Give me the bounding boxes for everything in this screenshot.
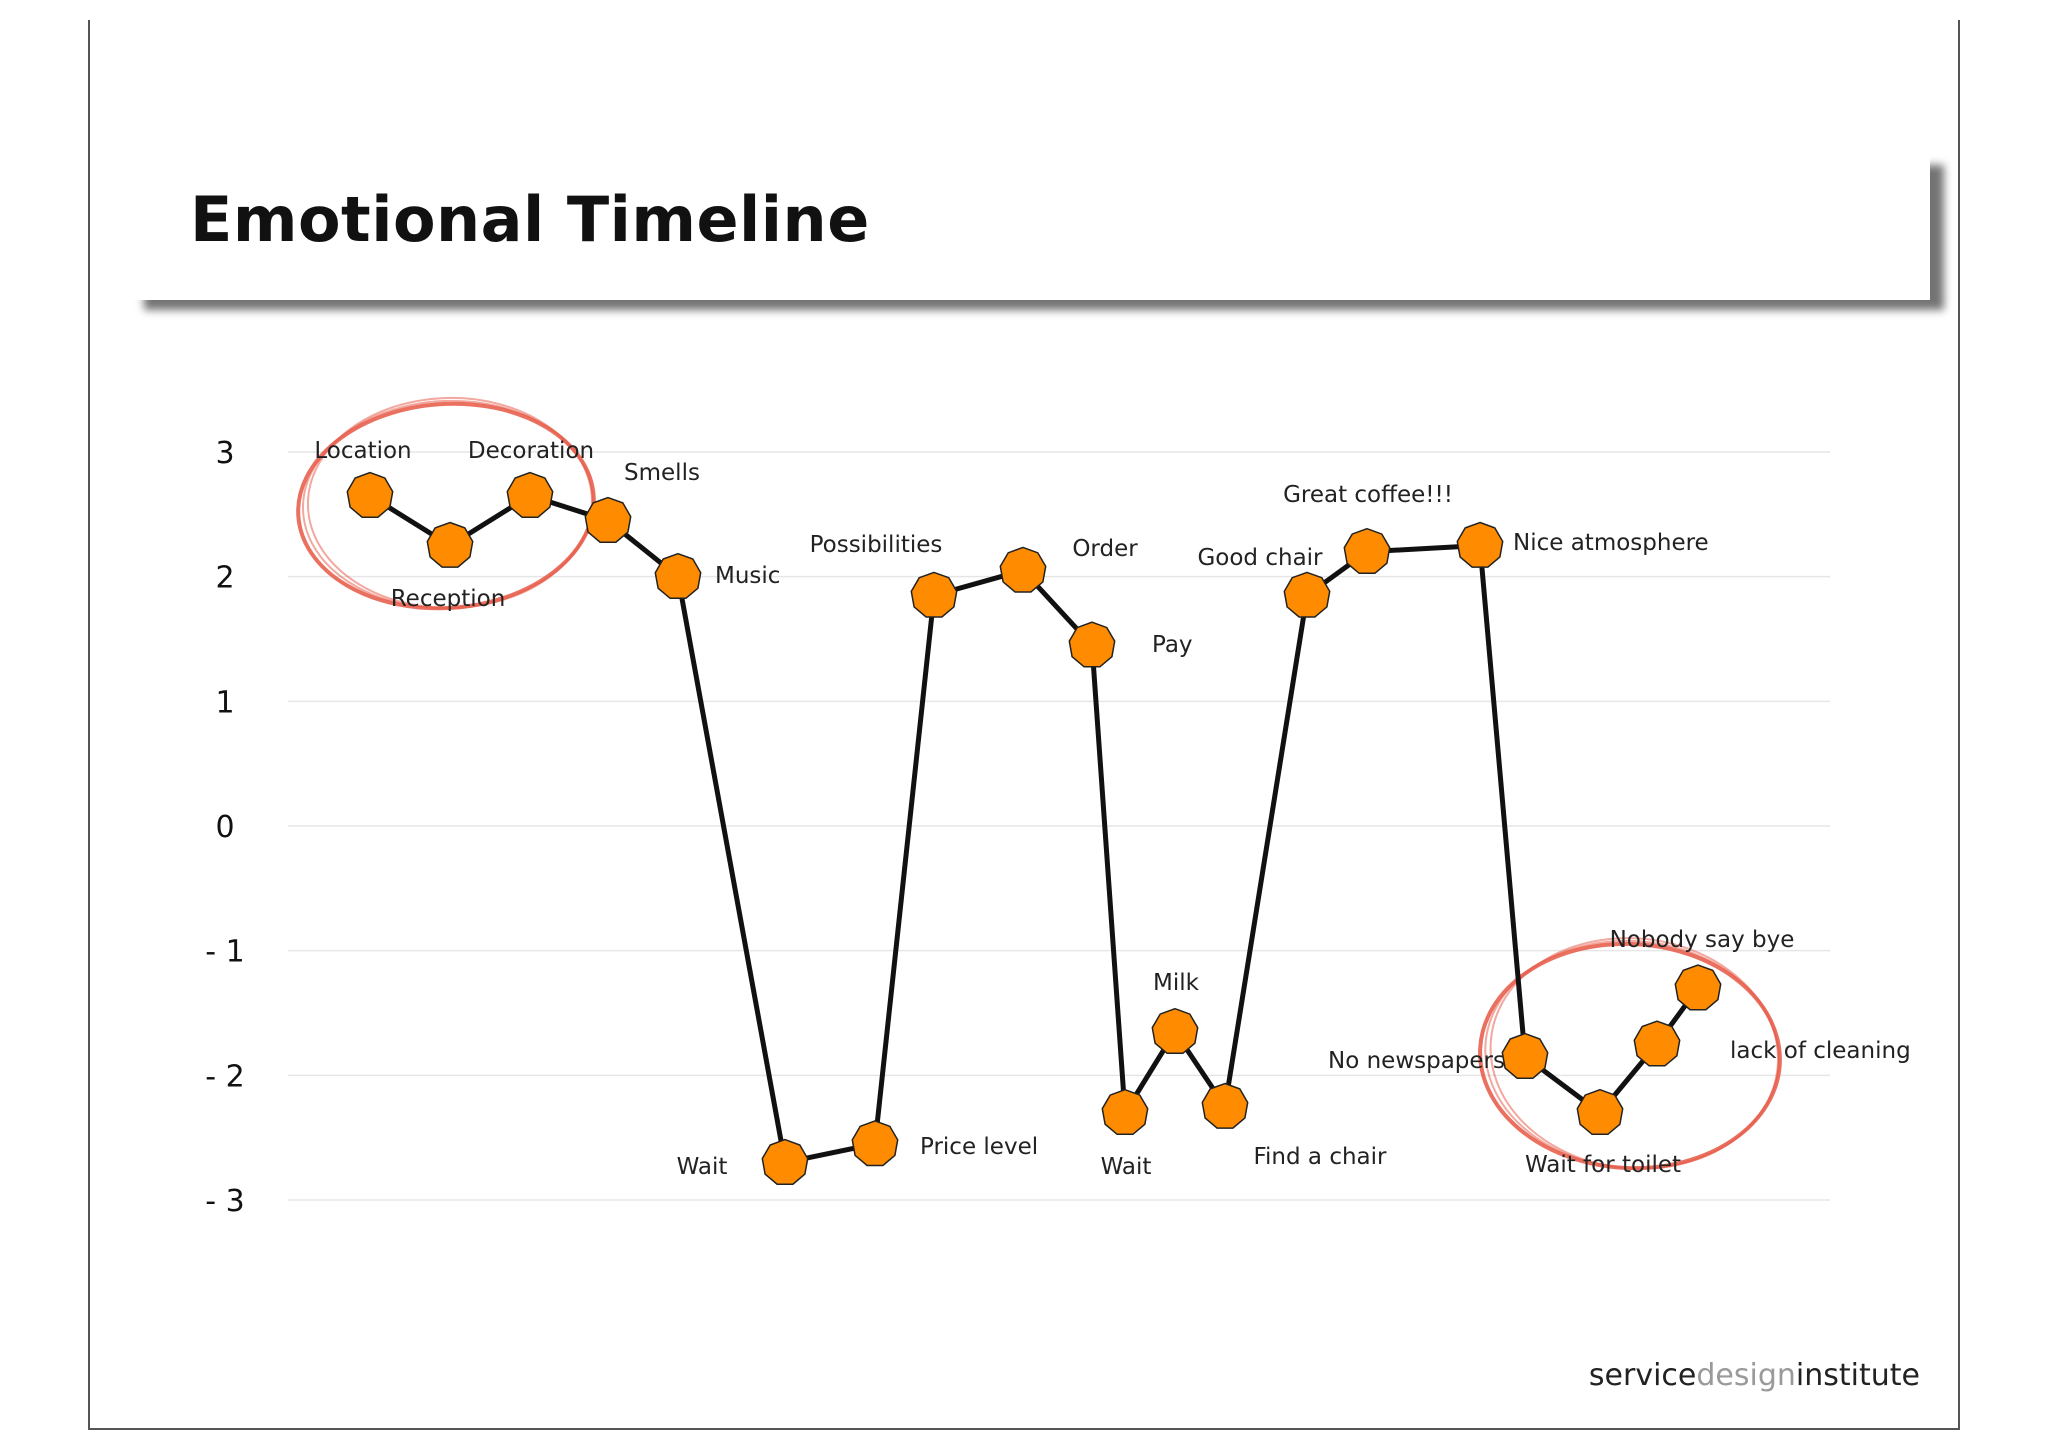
data-point-label: Nobody say bye [1610,927,1795,953]
data-point-marker [851,1120,899,1167]
data-point-marker [1456,521,1504,568]
brand-part-design: design [1696,1358,1796,1393]
y-tick-label: - 1 [205,935,244,970]
data-point-marker [1343,527,1391,575]
data-labels: Location Reception Decoration Smells Music Wa… [314,438,1910,1180]
data-point-marker [1576,1088,1624,1136]
data-point-label: Smells [624,460,700,486]
data-point-label: Wait [1101,1154,1152,1180]
data-point-label: Nice atmosphere [1513,530,1709,556]
frame-bottom-border [88,1428,1960,1430]
y-axis-ticks: 3 2 1 0 - 1 - 2 - 3 [205,436,244,1219]
data-point-label: Reception [391,586,506,612]
data-point-marker [506,471,554,518]
data-point-label: Decoration [468,438,594,464]
highlight-circles [296,396,1782,1171]
data-point-marker [1501,1032,1549,1079]
data-point-marker [1151,1007,1199,1055]
data-point-marker [1101,1088,1149,1136]
data-point-label: Find a chair [1253,1144,1387,1170]
title-banner: Emotional Timeline [130,155,1930,300]
data-point-marker [1674,964,1722,1011]
data-point-marker [761,1138,809,1185]
y-tick-label: - 3 [205,1184,244,1219]
data-point-label: Wait [677,1154,728,1180]
data-point-label: Wait for toilet [1525,1152,1681,1178]
brand-logo: servicedesigninstitute [1589,1358,1920,1393]
data-point-marker [1201,1082,1249,1129]
data-point-label: Good chair [1197,545,1323,571]
data-point-marker [346,471,394,518]
highlight-circle [1489,937,1780,1170]
data-point-label: Milk [1153,970,1200,996]
frame-right-border [1958,20,1960,1430]
highlight-circle [306,396,593,609]
page-title: Emotional Timeline [190,183,870,256]
data-point-label: lack of cleaning [1730,1038,1911,1064]
frame-left-border [88,20,90,1430]
y-tick-label: 1 [215,685,234,720]
data-point-marker [1283,571,1331,618]
data-point-label: Pay [1152,632,1193,658]
y-tick-label: 0 [215,810,234,845]
y-tick-label: - 2 [205,1059,244,1094]
data-point-label: Music [715,563,780,589]
data-point-marker [1068,621,1116,668]
data-point-label: Possibilities [810,532,943,558]
y-tick-label: 2 [215,561,234,596]
brand-part-institute: institute [1795,1358,1920,1393]
data-point-marker [910,571,958,618]
data-point-marker [1633,1020,1681,1067]
data-point-marker [999,546,1047,593]
y-tick-label: 3 [215,436,234,471]
brand-part-service: service [1588,1358,1697,1393]
data-point-marker [654,552,702,600]
data-markers [346,471,1722,1185]
data-point-label: Location [314,438,411,464]
data-point-label: No newspapers [1328,1048,1505,1074]
data-point-label: Price level [920,1134,1038,1160]
data-point-marker [426,521,474,568]
data-point-label: Order [1072,536,1138,562]
grid-lines [288,451,1830,1201]
data-point-marker [584,496,632,543]
data-point-label: Great coffee!!! [1283,482,1453,508]
